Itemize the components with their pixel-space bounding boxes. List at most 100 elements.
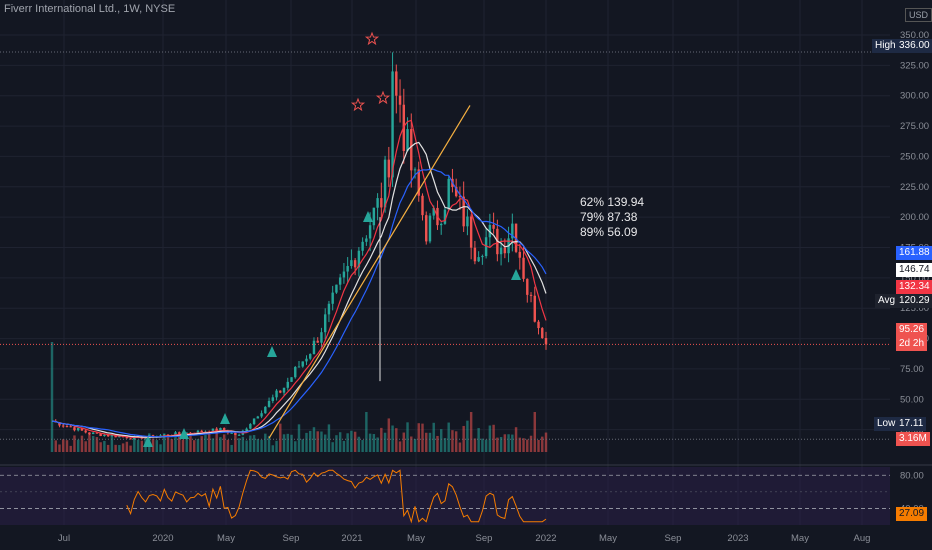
- rsi-value: 27.09: [896, 507, 928, 521]
- volume-bar: [106, 444, 110, 452]
- candle: [395, 71, 398, 96]
- fib-annotation: 79% 87.38: [580, 210, 638, 224]
- low-label: Low: [874, 417, 899, 431]
- sell-signal-marker: [375, 90, 391, 105]
- volume-bar: [58, 444, 61, 452]
- volume-bar: [537, 439, 540, 452]
- candle: [353, 260, 357, 268]
- rsi-band: [0, 467, 890, 525]
- candle: [309, 354, 312, 359]
- volume-bar: [286, 433, 289, 452]
- candle: [522, 257, 525, 279]
- price-tick-label: 250.00: [900, 151, 929, 162]
- candle: [327, 303, 331, 315]
- candle: [361, 241, 364, 251]
- volume-bar: [477, 428, 480, 452]
- candle: [252, 418, 256, 425]
- volume-bar: [368, 433, 372, 452]
- time-axis: Jul 2020 May Sep 2021 May Sep 2022 May Sep 2023 May…: [58, 533, 871, 544]
- candle: [222, 428, 226, 431]
- candle: [249, 424, 252, 429]
- candle: [234, 432, 237, 435]
- volume-bar: [376, 437, 379, 452]
- time-tick-label: May: [599, 533, 617, 544]
- volume-bar: [421, 423, 424, 452]
- volume-bar: [125, 441, 129, 452]
- grid: [0, 0, 890, 525]
- volume-bar: [50, 342, 54, 452]
- time-tick-label: 2023: [727, 533, 748, 544]
- candle: [282, 387, 286, 393]
- volume-bar: [279, 423, 282, 452]
- volume-bar: [260, 439, 263, 452]
- volume-bar: [316, 431, 319, 452]
- time-tick-label: May: [791, 533, 809, 544]
- candle: [267, 400, 271, 407]
- candle: [301, 361, 304, 367]
- candle: [533, 295, 536, 322]
- volume-bar: [140, 440, 144, 452]
- candle: [62, 425, 65, 427]
- time-tick-label: Jul: [58, 533, 70, 544]
- candle: [178, 432, 181, 434]
- ma3-value: 132.34: [896, 280, 932, 294]
- ma2-value: 146.74: [896, 263, 932, 277]
- volume-bar: [129, 445, 132, 452]
- volume-bar: [151, 438, 155, 452]
- buy-signal-marker: [511, 269, 521, 280]
- chart-title[interactable]: Fiverr International Ltd., 1W, NYSE: [4, 3, 176, 15]
- volume-bar: [466, 420, 469, 452]
- volume-bar: [391, 425, 394, 452]
- candle: [466, 216, 469, 227]
- volume-bar: [178, 436, 181, 452]
- candle: [88, 432, 91, 435]
- volume-bar: [484, 439, 488, 452]
- candle: [215, 428, 218, 432]
- price-tick-label: 350.00: [900, 30, 929, 41]
- volume-bar: [406, 422, 409, 452]
- candle: [503, 247, 507, 254]
- volume-bar: [338, 432, 342, 452]
- candle: [338, 277, 342, 285]
- candle: [346, 266, 349, 272]
- volume-bar: [256, 438, 260, 452]
- candle: [294, 366, 297, 378]
- volume-bar: [207, 433, 211, 452]
- volume-bar: [309, 430, 312, 452]
- volume-bar: [290, 434, 293, 452]
- candle: [323, 314, 327, 333]
- candle: [417, 169, 420, 196]
- candle: [99, 433, 102, 437]
- volume-bar: [114, 444, 117, 452]
- candle: [372, 207, 376, 226]
- candle: [335, 284, 338, 293]
- volume-bar: [297, 424, 301, 452]
- volume-bar: [95, 437, 99, 452]
- candle: [159, 435, 162, 437]
- candle: [80, 428, 84, 431]
- volume-bar: [84, 441, 87, 452]
- candle: [91, 432, 95, 435]
- fib-annotation: 89% 56.09: [580, 225, 638, 239]
- high-label: High: [872, 39, 899, 53]
- volume-bar: [492, 424, 495, 452]
- high-value: 336.00: [896, 39, 932, 53]
- candle: [95, 432, 99, 434]
- currency-badge[interactable]: USD: [905, 8, 932, 22]
- candle: [65, 426, 69, 428]
- countdown: 2d 2h: [896, 337, 928, 351]
- volume-bar: [192, 440, 196, 452]
- candle: [73, 427, 76, 431]
- buy-signal-marker: [363, 211, 373, 222]
- volume-bar: [323, 434, 327, 452]
- time-tick-label: 2020: [152, 533, 173, 544]
- volume-bar: [533, 412, 536, 452]
- volume-bar: [327, 424, 331, 452]
- sma-long-line: [51, 168, 547, 438]
- volume-bar: [65, 440, 69, 452]
- price-tick-label: 50.00: [900, 394, 924, 405]
- candle: [125, 436, 129, 439]
- candle: [488, 224, 492, 238]
